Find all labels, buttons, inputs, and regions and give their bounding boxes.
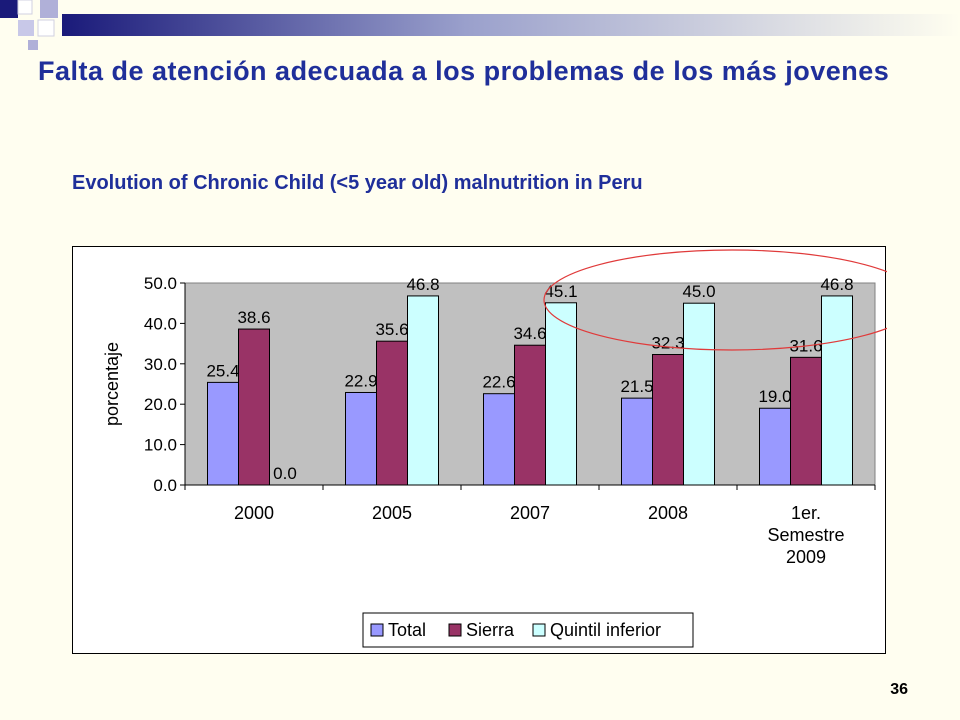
y-tick-label: 50.0 — [144, 274, 177, 293]
x-tick-label: 2005 — [372, 503, 412, 523]
x-tick-label: 2000 — [234, 503, 274, 523]
data-label: 22.9 — [344, 371, 377, 390]
decor-square-lavender — [40, 0, 58, 18]
bar-sierra — [652, 354, 684, 486]
bar-total — [345, 391, 377, 486]
bar-sierra — [514, 344, 546, 486]
x-tick-label: 2007 — [510, 503, 550, 523]
legend-label: Quintil inferior — [550, 620, 661, 640]
legend-label: Total — [388, 620, 426, 640]
data-label: 45.0 — [682, 282, 715, 301]
bar-quintil-inferior — [821, 295, 853, 486]
legend-box — [362, 612, 694, 648]
data-label: 46.8 — [820, 275, 853, 294]
decor-gradient-bar — [62, 14, 960, 36]
data-label: 0.0 — [273, 464, 297, 483]
bar-sierra — [376, 340, 408, 486]
legend-swatch — [532, 623, 546, 637]
highlight-ellipse — [543, 249, 887, 351]
data-label: 38.6 — [237, 308, 270, 327]
data-label: 32.3 — [651, 334, 684, 353]
bar-chart: 0.0 10.0 20.0 30.0 40.0 50.0 porcentaje 25.4 38.… — [102, 249, 887, 648]
decor-square-dark — [0, 0, 18, 18]
decor-square-light — [17, 0, 33, 15]
legend-label: Sierra — [466, 620, 515, 640]
slide-title: Falta de atención adecuada a los problem… — [38, 56, 890, 86]
chart-frame: 0.0 10.0 20.0 30.0 40.0 50.0 porcentaje 25.4 38.… — [72, 246, 887, 654]
bar-quintil-inferior — [545, 302, 577, 486]
corner-decoration — [0, 0, 960, 50]
y-axis-title: porcentaje — [102, 342, 122, 426]
chart-subtitle: Evolution of Chronic Child (<5 year old)… — [72, 172, 643, 194]
bar-sierra — [238, 328, 270, 486]
bar-total — [207, 381, 239, 486]
bar-quintil-inferior — [683, 302, 715, 486]
decor-square-small — [28, 40, 38, 50]
bar-total — [483, 393, 515, 486]
data-label: 34.6 — [513, 324, 546, 343]
bar-total — [621, 397, 653, 486]
legend-swatch — [448, 623, 462, 637]
bar-sierra — [790, 356, 822, 486]
y-tick-label: 10.0 — [144, 436, 177, 455]
y-tick-label: 40.0 — [144, 314, 177, 333]
x-tick-label: 2009 — [786, 547, 826, 567]
decor-square-white — [37, 19, 55, 37]
y-tick-label: 20.0 — [144, 395, 177, 414]
decor-square-pale — [18, 20, 34, 36]
data-label: 46.8 — [406, 275, 439, 294]
x-tick-label: Semestre — [767, 525, 844, 545]
data-label: 45.1 — [544, 282, 577, 301]
page-number: 36 — [890, 681, 908, 698]
data-label: 22.6 — [482, 373, 515, 392]
x-tick-label: 2008 — [648, 503, 688, 523]
x-tick-label: 1er. — [791, 503, 821, 523]
data-label: 25.4 — [206, 361, 239, 380]
bar-quintil-inferior — [407, 295, 439, 486]
data-label: 21.5 — [620, 377, 653, 396]
bar-total — [759, 407, 791, 486]
data-label: 19.0 — [758, 387, 791, 406]
y-tick-label: 0.0 — [153, 476, 177, 495]
data-label: 35.6 — [375, 320, 408, 339]
y-tick-label: 30.0 — [144, 355, 177, 374]
legend-swatch — [370, 623, 384, 637]
